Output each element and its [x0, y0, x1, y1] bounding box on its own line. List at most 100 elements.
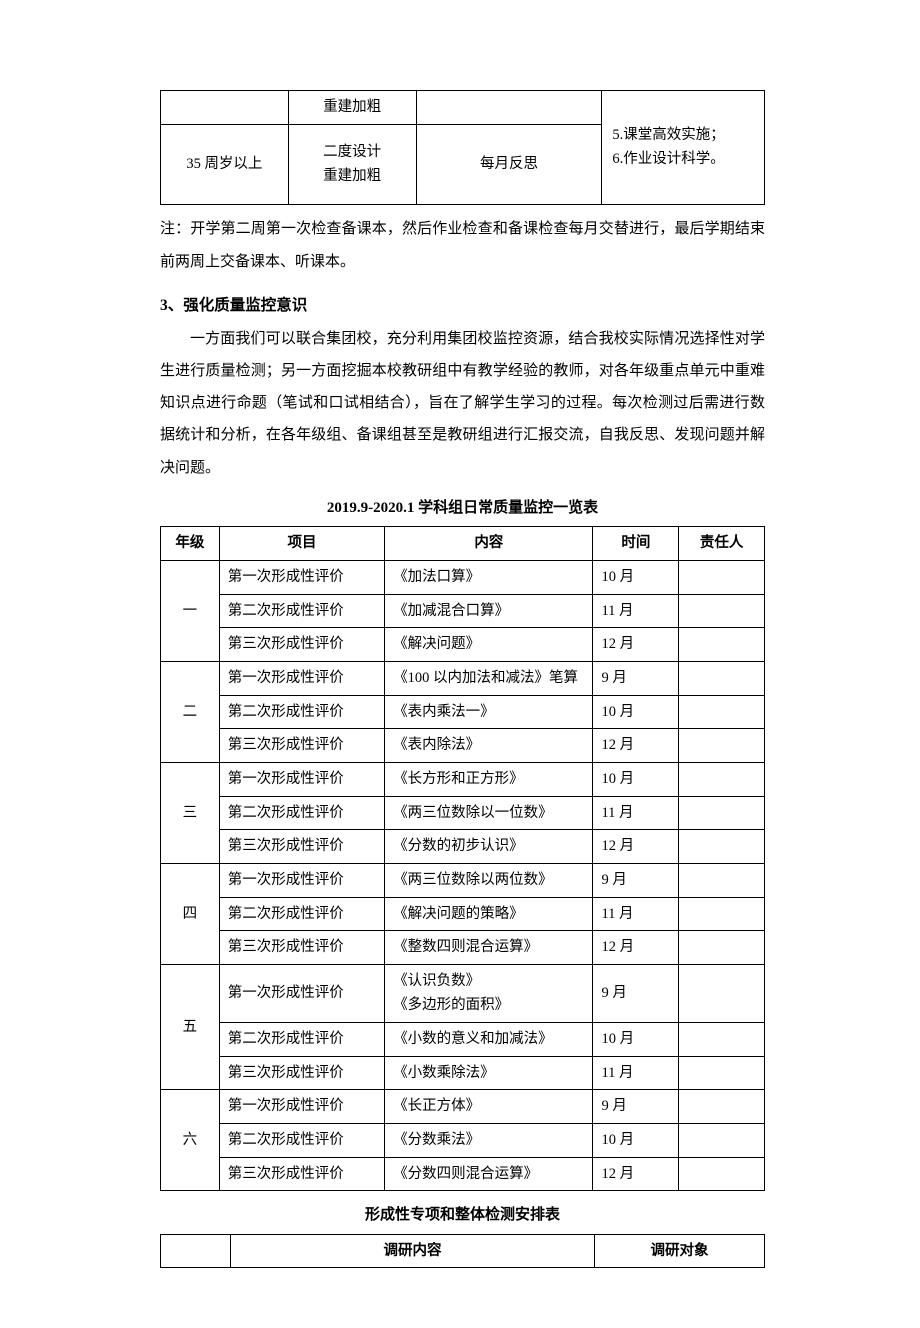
cell-item: 第三次形成性评价 — [219, 628, 384, 662]
cell-content: 《加法口算》 — [385, 561, 593, 595]
cell-time: 11 月 — [593, 1056, 679, 1090]
cell-item: 第一次形成性评价 — [219, 863, 384, 897]
cell-content: 《分数的初步认识》 — [385, 830, 593, 864]
table-row: 四第一次形成性评价《两三位数除以两位数》9 月 — [161, 863, 765, 897]
cell-content: 《100 以内加法和减法》笔算 — [385, 662, 593, 696]
cell-person — [679, 863, 765, 897]
table-row: 第三次形成性评价《分数四则混合运算》12 月 — [161, 1157, 765, 1191]
cell-content: 《整数四则混合运算》 — [385, 931, 593, 965]
cell-grade: 六 — [161, 1090, 220, 1191]
cell-time: 9 月 — [593, 1090, 679, 1124]
table-row: 三第一次形成性评价《长方形和正方形》10 月 — [161, 762, 765, 796]
cell-item: 第三次形成性评价 — [219, 830, 384, 864]
cell-item: 第三次形成性评价 — [219, 729, 384, 763]
cell-person — [679, 830, 765, 864]
table-header-row: 年级 项目 内容 时间 责任人 — [161, 527, 765, 561]
cell-person — [679, 1090, 765, 1124]
section-3-body: 一方面我们可以联合集团校，充分利用集团校监控资源，结合我校实际情况选择性对学生进… — [160, 323, 765, 484]
cell-content: 《解决问题》 — [385, 628, 593, 662]
inspection-schedule-table: 调研内容 调研对象 — [160, 1234, 765, 1269]
cell-person — [679, 1023, 765, 1057]
cell-person — [679, 628, 765, 662]
table3-title: 形成性专项和整体检测安排表 — [160, 1201, 765, 1230]
cell-content: 《解决问题的策略》 — [385, 897, 593, 931]
cell-person — [679, 561, 765, 595]
cell-item: 第二次形成性评价 — [219, 897, 384, 931]
cell-time: 12 月 — [593, 729, 679, 763]
table-header-row: 调研内容 调研对象 — [161, 1234, 765, 1268]
cell-time: 10 月 — [593, 695, 679, 729]
cell-content: 《加减混合口算》 — [385, 594, 593, 628]
cell-time: 9 月 — [593, 863, 679, 897]
cell-item: 第三次形成性评价 — [219, 1056, 384, 1090]
cell-empty — [161, 1234, 231, 1268]
cell-item: 第一次形成性评价 — [219, 964, 384, 1022]
cell-person — [679, 1056, 765, 1090]
cell-time: 11 月 — [593, 897, 679, 931]
cell-content: 《分数四则混合运算》 — [385, 1157, 593, 1191]
cell-item: 第一次形成性评价 — [219, 1090, 384, 1124]
cell-notes-col: 5.课堂高效实施； 6.作业设计科学。 — [602, 91, 765, 205]
cell-rebuild-bold: 重建加粗 — [288, 91, 416, 125]
cell-item: 第二次形成性评价 — [219, 1124, 384, 1158]
cell-time: 10 月 — [593, 1023, 679, 1057]
cell-time: 12 月 — [593, 628, 679, 662]
cell-person — [679, 897, 765, 931]
cell-grade: 一 — [161, 561, 220, 662]
table-row: 第三次形成性评价《分数的初步认识》12 月 — [161, 830, 765, 864]
table-row: 六第一次形成性评价《长正方体》9 月 — [161, 1090, 765, 1124]
header-survey-content: 调研内容 — [231, 1234, 595, 1268]
cell-monthly-reflect: 每月反思 — [416, 124, 602, 204]
cell-item: 第一次形成性评价 — [219, 561, 384, 595]
cell-person — [679, 762, 765, 796]
cell-item: 第一次形成性评价 — [219, 762, 384, 796]
cell-content: 《小数乘除法》 — [385, 1056, 593, 1090]
table-row: 第二次形成性评价《小数的意义和加减法》10 月 — [161, 1023, 765, 1057]
cell-person — [679, 1124, 765, 1158]
table-row: 二第一次形成性评价《100 以内加法和减法》笔算9 月 — [161, 662, 765, 696]
cell-person — [679, 796, 765, 830]
cell-person — [679, 964, 765, 1022]
cell-time: 12 月 — [593, 1157, 679, 1191]
note-line-5: 5.课堂高效实施； — [612, 123, 754, 148]
quality-monitoring-table: 年级 项目 内容 时间 责任人 一第一次形成性评价《加法口算》10 月第二次形成… — [160, 526, 765, 1191]
table-row: 第三次形成性评价《表内除法》12 月 — [161, 729, 765, 763]
cell-content: 《两三位数除以一位数》 — [385, 796, 593, 830]
cell-person — [679, 594, 765, 628]
header-person: 责任人 — [679, 527, 765, 561]
cell-item: 第二次形成性评价 — [219, 796, 384, 830]
cell-content: 《认识负数》 《多边形的面积》 — [385, 964, 593, 1022]
cell-second-design: 二度设计 重建加粗 — [288, 124, 416, 204]
cell-item: 第一次形成性评价 — [219, 662, 384, 696]
table-row: 五第一次形成性评价《认识负数》 《多边形的面积》9 月 — [161, 964, 765, 1022]
cell-time: 9 月 — [593, 662, 679, 696]
cell-content: 《分数乘法》 — [385, 1124, 593, 1158]
table-row: 第二次形成性评价《两三位数除以一位数》11 月 — [161, 796, 765, 830]
table-row: 第三次形成性评价《小数乘除法》11 月 — [161, 1056, 765, 1090]
cell-person — [679, 1157, 765, 1191]
cell-time: 10 月 — [593, 1124, 679, 1158]
cell-item: 第二次形成性评价 — [219, 594, 384, 628]
table-row: 重建加粗 5.课堂高效实施； 6.作业设计科学。 — [161, 91, 765, 125]
section-3-heading: 3、强化质量监控意识 — [160, 289, 765, 323]
cell-content: 《两三位数除以两位数》 — [385, 863, 593, 897]
table-row: 第三次形成性评价《解决问题》12 月 — [161, 628, 765, 662]
note-paragraph: 注：开学第二周第一次检查备课本，然后作业检查和备课检查每月交替进行，最后学期结束… — [160, 213, 765, 279]
cell-empty — [416, 91, 602, 125]
cell-item: 第二次形成性评价 — [219, 1023, 384, 1057]
cell-time: 9 月 — [593, 964, 679, 1022]
cell-item: 第三次形成性评价 — [219, 931, 384, 965]
cell-person — [679, 695, 765, 729]
table-row: 第三次形成性评价《整数四则混合运算》12 月 — [161, 931, 765, 965]
cell-grade: 四 — [161, 863, 220, 964]
cell-item: 第三次形成性评价 — [219, 1157, 384, 1191]
header-grade: 年级 — [161, 527, 220, 561]
cell-time: 10 月 — [593, 762, 679, 796]
cell-content: 《小数的意义和加减法》 — [385, 1023, 593, 1057]
header-item: 项目 — [219, 527, 384, 561]
header-survey-target: 调研对象 — [595, 1234, 765, 1268]
cell-time: 12 月 — [593, 931, 679, 965]
cell-time: 11 月 — [593, 796, 679, 830]
header-content: 内容 — [385, 527, 593, 561]
header-time: 时间 — [593, 527, 679, 561]
